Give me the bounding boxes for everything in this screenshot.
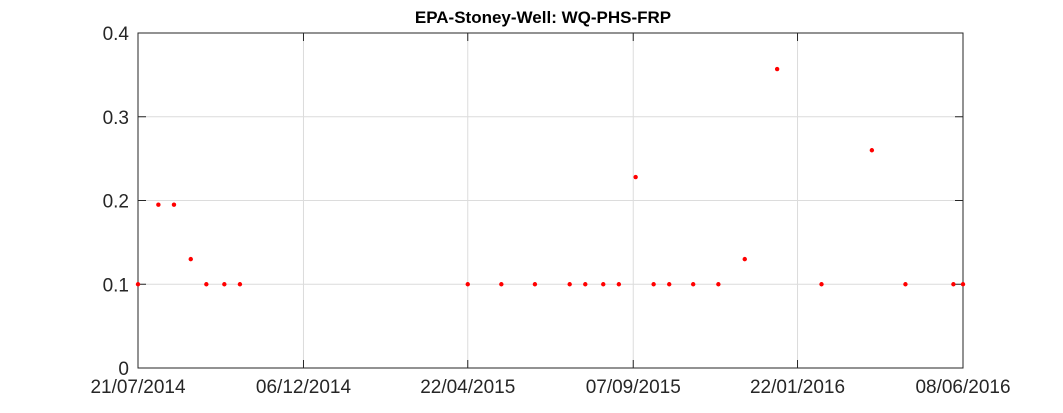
data-point [774, 66, 780, 72]
x-tick-label: 07/09/2015 [586, 377, 681, 398]
data-point [819, 282, 824, 287]
data-point [171, 202, 177, 207]
x-tick-label: 08/06/2016 [915, 377, 1010, 398]
data-point [742, 256, 747, 262]
grid-layer [137, 32, 964, 369]
x-tick-label: 06/12/2014 [256, 377, 352, 398]
data-point [499, 282, 504, 287]
data-point [237, 282, 243, 287]
data-point [633, 174, 638, 180]
x-tick-label: 22/01/2016 [750, 377, 845, 398]
y-tick-label: 0.2 [103, 192, 129, 213]
y-tick-label: 0.4 [103, 24, 130, 45]
data-point [583, 282, 588, 287]
data-point [567, 282, 572, 287]
y-tick-label: 0.1 [103, 275, 129, 296]
data-point [903, 282, 908, 287]
chart-title: EPA-Stoney-Well: WQ-PHS-FRP [415, 8, 671, 27]
y-tick-label: 0.3 [103, 108, 129, 129]
tick-layer: 21/07/2014 06/12/2014 22/04/2015 07/09/2015… [90, 24, 1010, 398]
x-tick-label: 22/04/2015 [420, 377, 515, 398]
point-layer [135, 66, 966, 287]
data-point [465, 282, 470, 287]
data-point [667, 282, 672, 287]
data-point [222, 282, 227, 287]
data-point [135, 282, 141, 287]
data-point [601, 282, 606, 287]
data-point [616, 282, 622, 287]
data-point [651, 282, 656, 287]
data-point [716, 282, 721, 287]
data-point [690, 282, 696, 287]
data-point [532, 282, 538, 287]
data-point [960, 282, 966, 287]
data-point [951, 282, 956, 287]
data-point [204, 282, 209, 287]
x-tick-label: 21/07/2014 [90, 377, 186, 398]
data-point [869, 148, 875, 153]
data-point [188, 256, 193, 262]
y-tick-label: 0 [118, 359, 129, 380]
data-point [156, 202, 161, 207]
